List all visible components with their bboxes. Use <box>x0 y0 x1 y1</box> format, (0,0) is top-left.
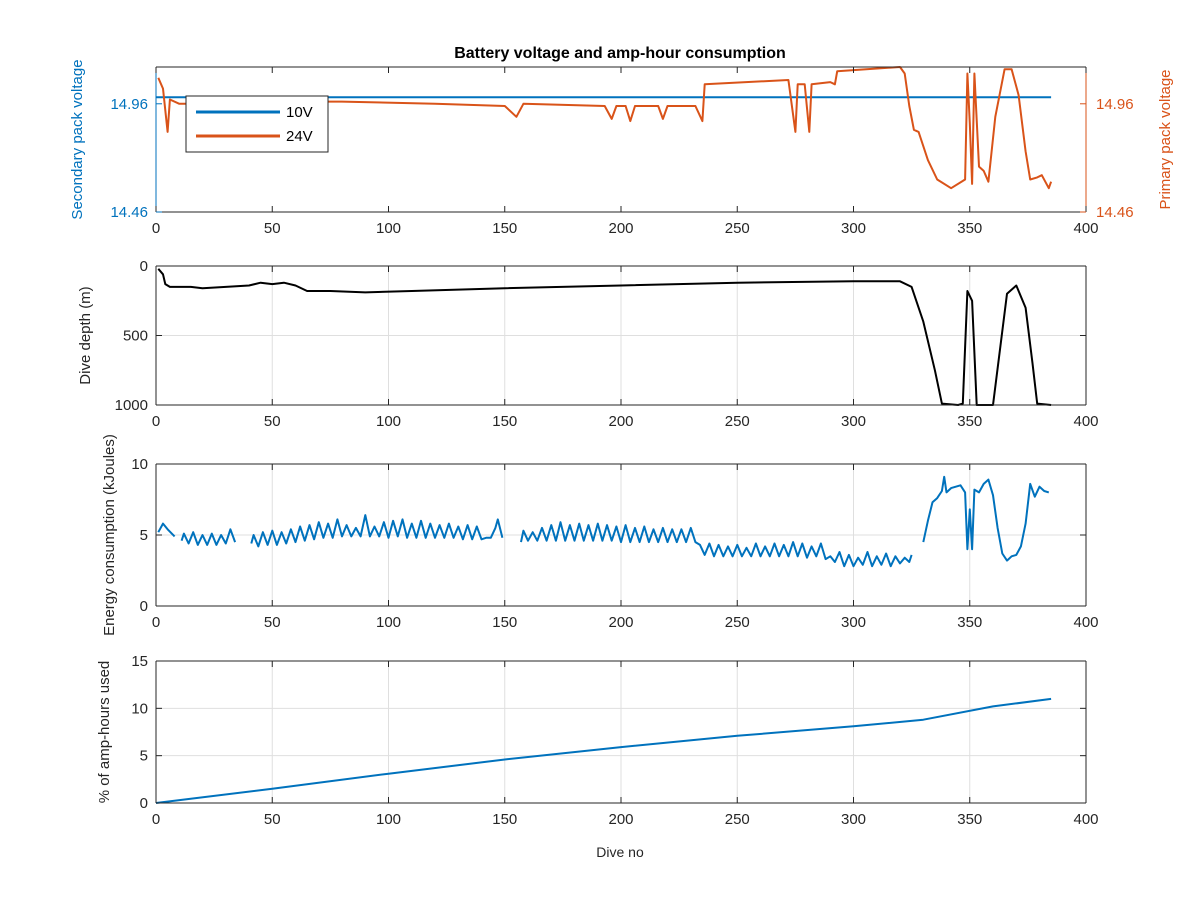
y-axis-label: Dive depth (m) <box>77 286 94 384</box>
voltage-panel: 0 50 100 150 200 250 300 350 40014.4614.9614.461… <box>69 59 1174 237</box>
y-tick-label: 15 <box>131 653 148 670</box>
y-tick-label: 0 <box>140 795 148 812</box>
x-tick-label: 300 <box>841 220 866 237</box>
x-tick-label: 350 <box>957 811 982 828</box>
series-line-1-0 <box>157 268 1052 406</box>
y-tick-label: 1000 <box>115 397 148 414</box>
series-line-2-0 <box>250 514 504 548</box>
y-tick-label: 14.96 <box>110 96 148 113</box>
y-axis-label: % of amp-hours used <box>96 661 113 804</box>
legend-box <box>185 95 329 153</box>
x-tick-label: 350 <box>957 413 982 430</box>
y-tick-label: 5 <box>140 527 148 544</box>
x-tick-label: 400 <box>1073 413 1098 430</box>
x-tick-label: 400 <box>1073 811 1098 828</box>
x-tick-label: 250 <box>725 220 750 237</box>
depth-panel: 0 50 100 150 200 250 300 350 400 0 500 1000 Dive dep… <box>77 258 1099 430</box>
y-right-axis-label: Primary pack voltage <box>1157 69 1174 209</box>
x-tick-label: 400 <box>1073 614 1098 631</box>
series-line-2-0 <box>157 522 176 538</box>
y-tick-label: 5 <box>140 748 148 765</box>
y-tick-label: 0 <box>140 258 148 275</box>
x-tick-label: 0 <box>152 220 160 237</box>
x-tick-label: 50 <box>264 220 281 237</box>
x-tick-label: 150 <box>492 811 517 828</box>
energy-panel: 0 50 100 150 200 250 300 350 400 0 5 10 Energy consu… <box>101 434 1099 636</box>
x-tick-label: 350 <box>957 614 982 631</box>
x-tick-label: 300 <box>841 811 866 828</box>
x-tick-label: 150 <box>492 413 517 430</box>
x-tick-label: 50 <box>264 811 281 828</box>
y-tick-label: 10 <box>131 456 148 473</box>
series-line-2-0 <box>180 528 237 546</box>
y-tick-label: 14.46 <box>110 204 148 221</box>
series-line-2-0 <box>922 475 1050 562</box>
x-tick-label: 100 <box>376 220 401 237</box>
x-tick-label: 0 <box>152 614 160 631</box>
x-tick-label: 150 <box>492 220 517 237</box>
y-tick-label: 500 <box>123 328 148 345</box>
x-tick-label: 200 <box>608 811 633 828</box>
legend-label: 24V <box>286 128 313 145</box>
x-tick-label: 200 <box>608 614 633 631</box>
series-line-2-0 <box>520 521 913 568</box>
y-axis-label: Secondary pack voltage <box>69 59 86 219</box>
x-tick-label: 100 <box>376 811 401 828</box>
x-tick-label: 250 <box>725 811 750 828</box>
x-tick-label: 0 <box>152 811 160 828</box>
x-tick-label: 400 <box>1073 220 1098 237</box>
legend-label: 10V <box>286 104 313 121</box>
x-tick-label: 150 <box>492 614 517 631</box>
x-tick-label: 250 <box>725 614 750 631</box>
y-tick-label: 0 <box>140 598 148 615</box>
x-tick-label: 200 <box>608 220 633 237</box>
chart-title: Battery voltage and amp-hour consumption <box>454 45 786 62</box>
y-right-tick-label: 14.46 <box>1096 204 1134 221</box>
x-tick-label: 250 <box>725 413 750 430</box>
y-right-tick-label: 14.96 <box>1096 96 1134 113</box>
x-tick-label: 300 <box>841 614 866 631</box>
x-tick-label: 100 <box>376 614 401 631</box>
x-tick-label: 50 <box>264 413 281 430</box>
x-tick-label: 0 <box>152 413 160 430</box>
y-tick-label: 10 <box>131 700 148 717</box>
x-axis-label: Dive no <box>596 844 644 860</box>
x-tick-label: 200 <box>608 413 633 430</box>
y-axis-label: Energy consumption (kJoules) <box>101 434 118 636</box>
x-tick-label: 300 <box>841 413 866 430</box>
series-line-3-0 <box>155 697 1052 804</box>
x-tick-label: 100 <box>376 413 401 430</box>
series-line-24v <box>157 66 1053 190</box>
x-tick-label: 50 <box>264 614 281 631</box>
amp-hours-panel: 0 50 100 150 200 250 300 350 400 0 5 10 15 % of amp-h… <box>96 653 1099 828</box>
x-tick-label: 350 <box>957 220 982 237</box>
